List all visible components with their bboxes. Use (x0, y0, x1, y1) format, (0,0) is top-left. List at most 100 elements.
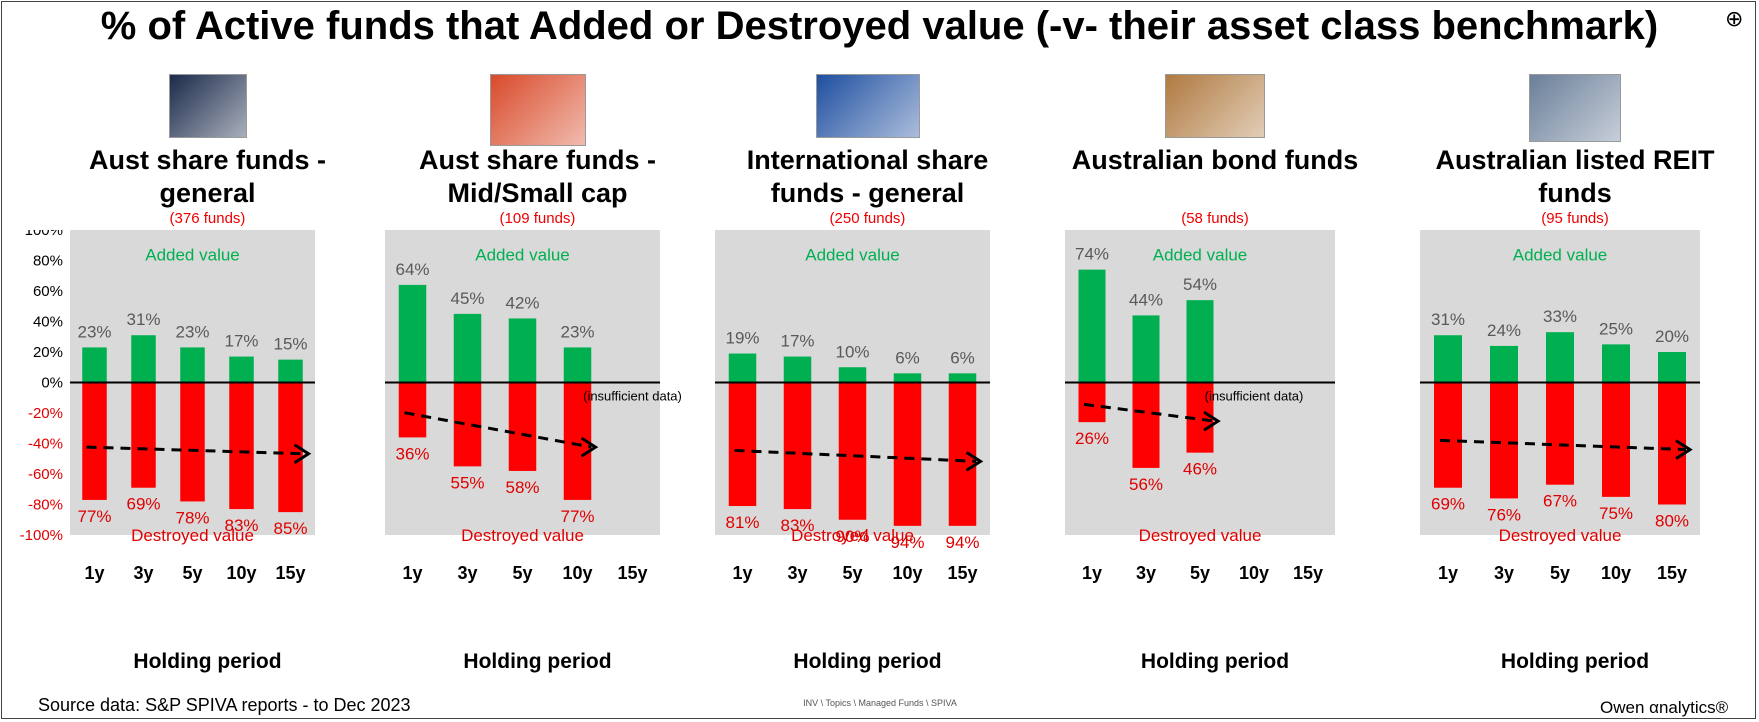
destroyed-value-bar (893, 382, 922, 526)
panel-thumbnail-image (815, 74, 920, 138)
category-label: 3y (787, 563, 807, 583)
bar-chart-svg: 23% 77% 1y 31% 69% 3y 23% 78% 5y 17% 83% 10y 15% 85% 1… (70, 230, 315, 583)
fund-count: (109 funds) (499, 210, 576, 227)
destroyed-value-bar (398, 382, 427, 438)
destroyed-value-bar (131, 382, 156, 488)
chart-panel-1: Aust share funds - general (376 funds) 23%… (20, 70, 345, 690)
y-tick-label: -100% (20, 527, 63, 544)
added-value-bar (508, 318, 537, 383)
trend-arrow-head (580, 436, 599, 458)
x-axis-title: Holding period (133, 650, 282, 673)
category-label: 15y (617, 563, 647, 583)
added-value-label: 23% (77, 322, 111, 341)
destroyed-value-label: 85% (273, 519, 307, 538)
destroyed-value-label: 77% (77, 507, 111, 526)
destroyed-value-label: 56% (1129, 475, 1163, 494)
panel-title: Australian bond funds (1071, 145, 1359, 175)
x-axis-title: Holding period (1140, 650, 1290, 673)
added-value-bar (948, 373, 977, 383)
category-label: 15y (1293, 563, 1323, 583)
added-value-bar (278, 359, 303, 383)
y-tick-label: 0% (41, 375, 63, 392)
brand-name: Owen αnalytics® (1600, 698, 1729, 717)
destroyed-value-label: 94% (890, 533, 924, 552)
destroyed-value-label: 81% (725, 513, 759, 532)
added-value-bar (131, 335, 156, 383)
added-value-bar (1658, 352, 1686, 383)
destroyed-value-label: 69% (1431, 495, 1465, 514)
destroyed-value-legend: Destroyed value (1499, 526, 1622, 545)
added-value-legend: Added value (805, 246, 900, 265)
category-label: 10y (892, 563, 922, 583)
category-label: 10y (1601, 563, 1631, 583)
y-tick-label: -60% (28, 466, 63, 483)
chart-panel-4: Australian bond funds (58 funds) 74% 26% 1y 4… (1065, 70, 1365, 690)
added-value-label: 6% (895, 348, 920, 367)
destroyed-value-bar (1602, 382, 1630, 497)
destroyed-value-label: 69% (126, 495, 160, 514)
destroyed-value-bar (948, 382, 977, 526)
added-value-label: 6% (950, 348, 975, 367)
brand-logo-icon: ⊕ (1725, 6, 1744, 31)
destroyed-value-bar (229, 382, 254, 510)
added-value-bar (1602, 344, 1630, 383)
panel-thumbnail-image (489, 74, 586, 146)
added-value-label: 15% (273, 335, 307, 354)
category-label: 1y (84, 563, 104, 583)
added-value-label: 74% (1075, 245, 1109, 264)
x-axis-title: Holding period (1500, 650, 1650, 673)
destroyed-value-bar (1078, 382, 1106, 423)
bar-chart-svg: 31% 69% 1y 24% 76% 3y 33% 67% 5y 25% 75% 10y 20% 80% 1… (1420, 230, 1700, 583)
added-value-bar (1434, 335, 1462, 383)
trend-arrow-head (1675, 439, 1693, 460)
fund-count: (58 funds) (1181, 210, 1249, 227)
category-label: 1y (1082, 563, 1102, 583)
destroyed-value-bar (1546, 382, 1574, 485)
destroyed-value-bar (180, 382, 205, 502)
destroyed-value-label: 77% (560, 507, 594, 526)
added-value-label: 17% (224, 332, 258, 351)
insufficient-data-note: (insufficient data) (1205, 389, 1304, 404)
chart-panel-2: Aust share funds - Mid/Small cap (109 fun… (385, 70, 690, 690)
trend-arrow-line (1083, 402, 1215, 423)
added-value-bar (1132, 315, 1160, 383)
added-value-bar (453, 313, 482, 383)
y-tick-label: 40% (33, 314, 63, 331)
x-axis-title: Holding period (793, 650, 942, 673)
added-value-bar (563, 347, 592, 383)
destroyed-value-label: 67% (1543, 492, 1577, 511)
category-label: 3y (133, 563, 153, 583)
destroyed-value-label: 78% (175, 508, 209, 527)
y-tick-label: 60% (33, 283, 63, 300)
y-tick-label: 100% (25, 230, 63, 239)
y-axis-svg: 100% 80% 60% 40% 20% 0% -20% -40% -60% -80% -100% (20, 230, 63, 544)
panel-thumbnail-image (168, 74, 247, 138)
trend-arrow-head (293, 443, 312, 465)
y-tick-label: -20% (28, 405, 63, 422)
bar-chart-svg: 19% 81% 1y 17% 83% 3y 10% 90% 5y 6% 94% 10y 6% 94% 15y… (715, 230, 990, 583)
source-note: Source data: S&P SPIVA reports - to Dec … (38, 695, 411, 715)
added-value-legend: Added value (1153, 246, 1248, 265)
added-value-label: 33% (1543, 307, 1577, 326)
trend-arrow-line (734, 448, 977, 463)
destroyed-value-legend: Destroyed value (1139, 526, 1262, 545)
added-value-bar (838, 367, 867, 383)
category-label: 5y (182, 563, 202, 583)
panel-thumbnail-image (1165, 74, 1265, 138)
added-value-label: 23% (560, 322, 594, 341)
destroyed-value-label: 94% (945, 533, 979, 552)
y-tick-label: -80% (28, 497, 63, 514)
added-value-bar (180, 347, 205, 383)
destroyed-value-label: 90% (835, 527, 869, 546)
added-value-legend: Added value (1513, 246, 1608, 265)
y-tick-label: 20% (33, 344, 63, 361)
panel-title: Aust share funds - Mid/Small cap (418, 145, 657, 208)
bar-chart-svg: 74% 26% 1y 44% 56% 3y 54% 46% 5y 10y 15y Added valu… (1065, 230, 1335, 583)
added-value-label: 20% (1655, 327, 1689, 346)
destroyed-value-bar (783, 382, 812, 510)
destroyed-value-bar (1434, 382, 1462, 488)
trend-arrow-head (965, 451, 984, 472)
destroyed-value-bar (838, 382, 867, 520)
destroyed-value-label: 80% (1655, 512, 1689, 531)
added-value-label: 44% (1129, 290, 1163, 309)
